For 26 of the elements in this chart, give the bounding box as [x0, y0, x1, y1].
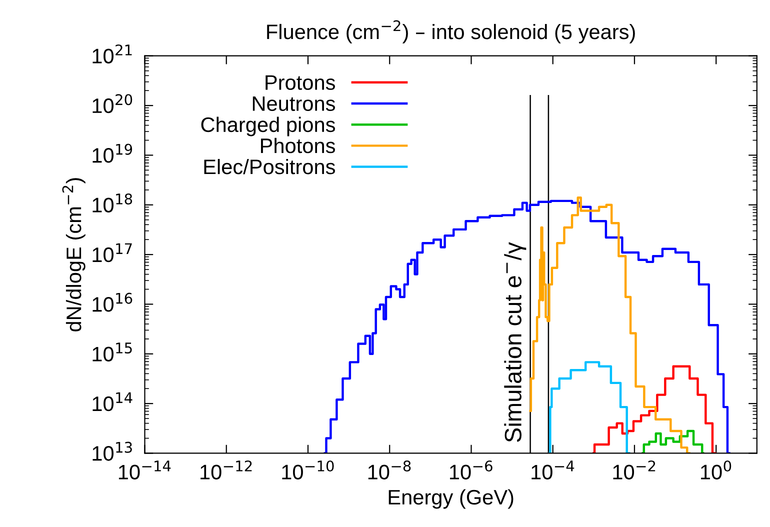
x-tick-label: 10$^{−14}$: [118, 460, 171, 480]
x-tick-label: 10$^{0}$: [701, 460, 732, 480]
y-tick-label: 10$^{13}$: [92, 442, 132, 461]
y-tick-label: 10$^{14}$: [92, 392, 132, 412]
y-axis-title: dN/dlogE (cm$^{−2}$): [62, 178, 86, 332]
y-tick-label: 10$^{15}$: [92, 342, 132, 362]
x-tick-label: 10$^{−2}$: [613, 460, 656, 480]
chart-title: Fluence (cm$^{−2}$) – into solenoid (5 years): [267, 20, 635, 44]
x-tick-label: 10$^{−6}$: [450, 460, 492, 480]
y-tick-label: 10$^{21}$: [92, 44, 132, 64]
y-tick-label: 10$^{17}$: [92, 243, 132, 262]
y-tick-label: 10$^{19}$: [92, 144, 132, 163]
legend-label: Charged pions: [201, 116, 335, 136]
x-tick-label: 10$^{−8}$: [368, 460, 411, 480]
y-tick-label: 10$^{20}$: [92, 94, 132, 114]
x-tick-label: 10$^{−4}$: [532, 460, 574, 480]
y-tick-label: 10$^{18}$: [92, 193, 132, 212]
legend-label: Photons: [261, 138, 335, 154]
y-tick-label: 10$^{16}$: [92, 292, 132, 312]
legend-label: Protons: [266, 75, 335, 90]
x-tick-label: 10$^{−10}$: [282, 460, 334, 480]
x-tick-label: 10$^{−12}$: [200, 460, 252, 480]
x-axis-title: Energy (GeV): [388, 489, 514, 509]
legend-label: Elec/Positrons: [204, 158, 335, 174]
ref-line-label: Simulation cut e$^{−}$/γ: [504, 242, 526, 442]
legend-label: Neutrons: [252, 96, 335, 111]
